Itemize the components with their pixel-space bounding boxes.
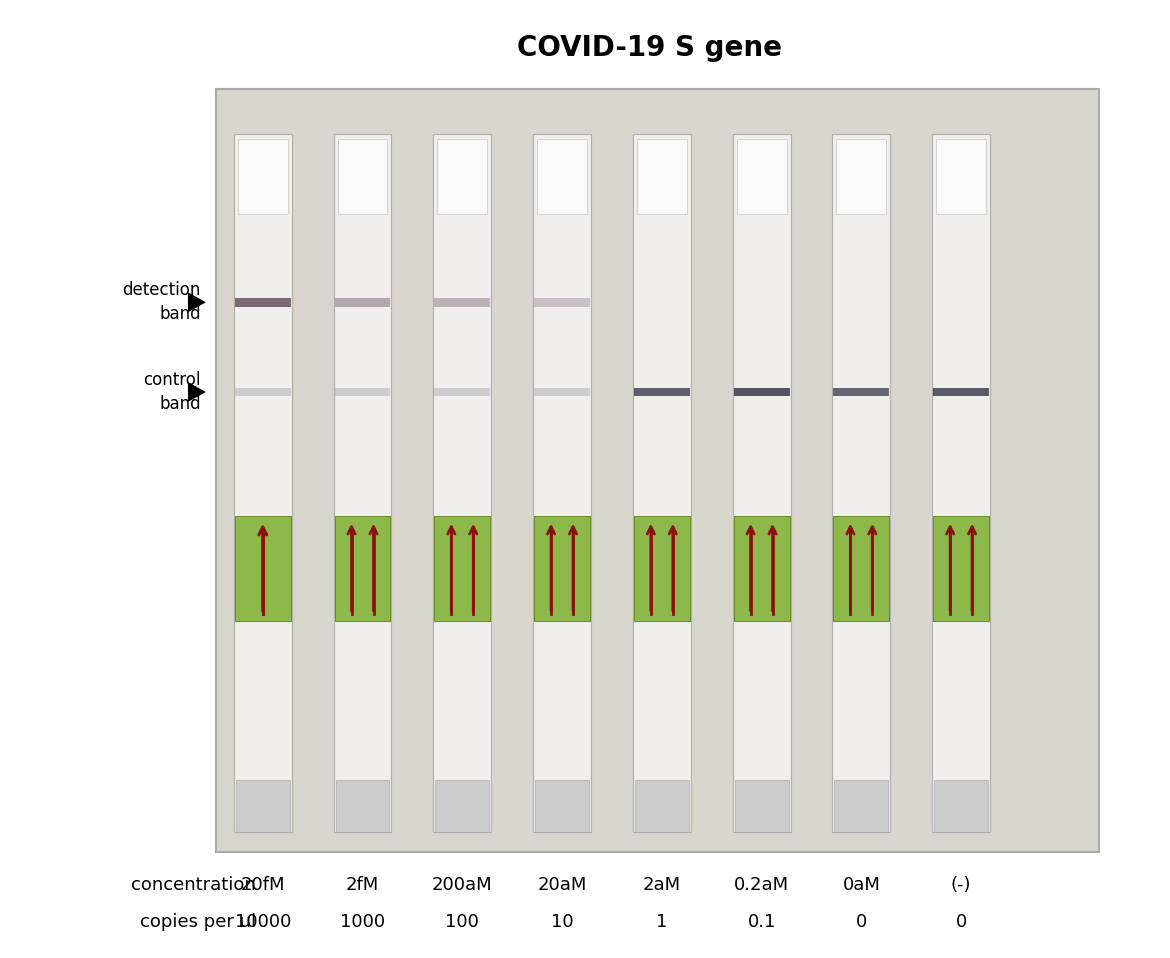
Bar [535,780,589,832]
Text: 0.2aM: 0.2aM [734,876,789,894]
Bar [936,139,986,214]
Bar [235,388,290,397]
Bar [236,780,290,832]
Bar [338,139,387,214]
Text: 2aM: 2aM [642,876,681,894]
Text: 0.1: 0.1 [748,913,776,931]
Bar [434,298,490,307]
Bar [934,780,987,832]
Bar [535,298,590,307]
Text: 1: 1 [656,913,668,931]
Bar [535,516,590,621]
Bar [832,134,890,832]
Bar [335,516,391,621]
Bar [535,388,590,397]
Bar [837,139,887,214]
Bar [336,780,390,832]
Bar [438,139,487,214]
Bar [735,780,789,832]
Text: band: band [159,306,201,323]
Bar [234,134,291,832]
Text: COVID-19 S gene: COVID-19 S gene [517,34,783,62]
Text: 100: 100 [446,913,480,931]
Bar [636,139,687,214]
Bar [833,388,889,397]
Bar [737,139,786,214]
Bar [734,516,790,621]
Text: 20aM: 20aM [537,876,586,894]
Text: control: control [144,371,201,389]
Bar [633,134,690,832]
Text: concentration: concentration [131,876,256,894]
Text: 10: 10 [551,913,573,931]
Text: copies per ul: copies per ul [139,913,256,931]
Bar [335,388,391,397]
Text: 200aM: 200aM [432,876,493,894]
Bar [732,134,791,832]
Text: 20fM: 20fM [241,876,285,894]
Text: detection: detection [123,282,201,299]
Bar [235,298,290,307]
Bar [335,298,391,307]
Bar [932,134,990,832]
Bar [934,388,989,397]
Text: 1000: 1000 [340,913,385,931]
Text: 0: 0 [956,913,966,931]
Text: (-): (-) [951,876,971,894]
Bar [435,780,489,832]
Bar [734,388,790,397]
Text: 0: 0 [855,913,867,931]
Bar [333,134,392,832]
Text: band: band [159,395,201,413]
Bar [235,516,290,621]
Bar [534,134,591,832]
Bar [238,139,288,214]
Bar [934,516,989,621]
Bar [537,139,587,214]
Bar [634,388,690,397]
Bar [833,516,889,621]
Text: 2fM: 2fM [346,876,379,894]
Bar [434,516,490,621]
Polygon shape [188,292,206,312]
Bar [433,134,491,832]
Text: 10000: 10000 [234,913,291,931]
Bar [434,388,490,397]
Bar [216,89,1099,852]
Bar [834,780,888,832]
Bar [634,516,690,621]
Polygon shape [188,382,206,402]
Text: 0aM: 0aM [842,876,880,894]
Bar [635,780,689,832]
